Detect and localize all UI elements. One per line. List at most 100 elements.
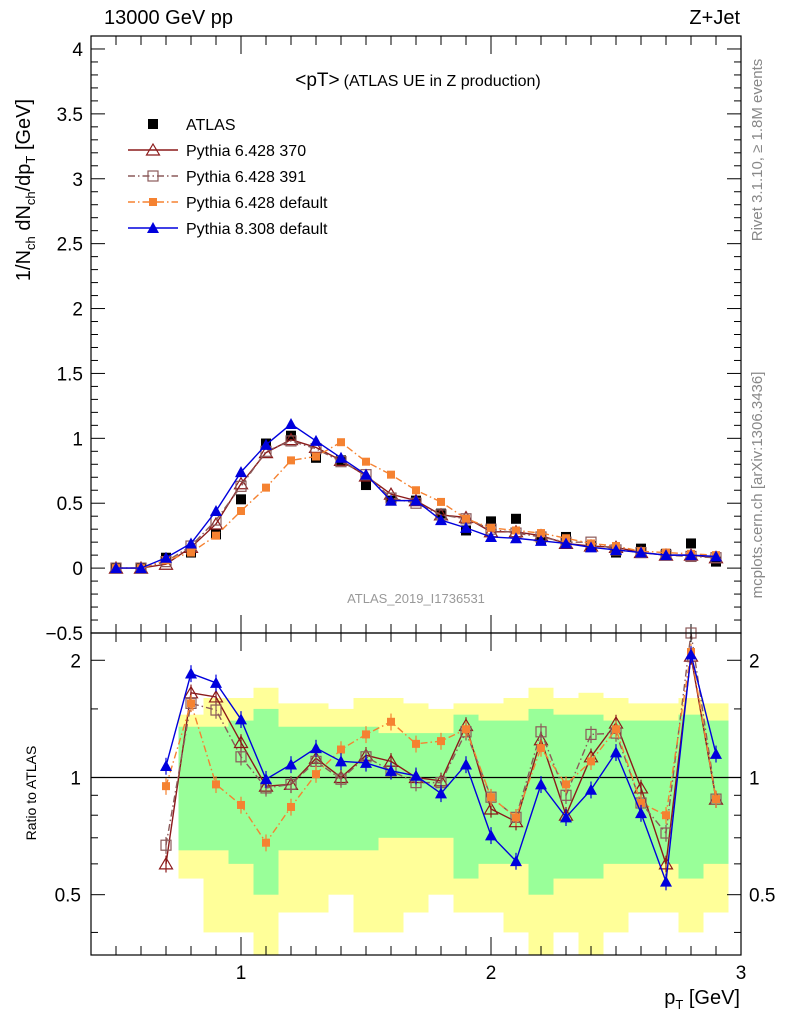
ratio-point: [185, 667, 197, 679]
uncertainty-band-green: [678, 714, 704, 879]
data-point: [486, 516, 496, 527]
ratio-point: [612, 725, 620, 734]
data-point: [710, 550, 722, 562]
data-point: [335, 451, 347, 463]
data-point: [308, 440, 324, 454]
data-point: [685, 549, 697, 561]
data-point: [233, 476, 249, 490]
main-ytick-label: 3.5: [57, 105, 83, 126]
data-point: [412, 486, 420, 495]
legend-label: Pythia 6.428 default: [186, 195, 328, 212]
legend-entry-pythia-6-428-370: Pythia 6.428 370: [128, 142, 306, 160]
ratio-point: [262, 838, 270, 847]
data-point: [185, 537, 197, 549]
data-point: [686, 538, 696, 549]
ratio-point: [210, 676, 222, 688]
ratio-point: [360, 756, 372, 768]
ratio-point: [160, 839, 172, 851]
ratio-point: [535, 778, 547, 790]
main-title-observable: <pT>: [295, 70, 339, 91]
data-point: [236, 494, 246, 505]
main-ytick-label: 1.5: [57, 364, 83, 385]
rivet-label: Rivet 3.1.10, ≥ 1.8M events: [749, 59, 766, 242]
data-point: [337, 438, 345, 447]
data-point: [660, 549, 672, 561]
ratio-point: [437, 737, 445, 746]
data-point: [187, 548, 195, 557]
ratio-point: [385, 764, 397, 776]
ratio-ytick-label: 2: [70, 651, 81, 672]
legend-label: ATLAS: [186, 117, 236, 134]
legend-marker: [148, 119, 158, 129]
data-point: [535, 534, 547, 546]
ratio-point: [212, 780, 220, 789]
ratio-point: [387, 717, 395, 726]
ratio-point: [585, 728, 597, 741]
data-point: [711, 556, 721, 567]
legend-entry-pythia-6-428-391: Pythia 6.428 391: [128, 169, 306, 186]
ratio-point: [412, 739, 420, 748]
ratio-point: [483, 801, 499, 815]
ratio-point: [337, 745, 345, 754]
ratio-point: [460, 758, 472, 770]
uncertainty-band-green: [453, 714, 479, 879]
main-ytick-label: 1: [72, 429, 83, 450]
ratio-xtick-label: 2: [486, 963, 497, 984]
ratio-ytick-label-right: 2: [749, 651, 760, 672]
main-panel: −0.5 0 0.5 1 1.5 2 2.5 3 3.5 4 <pT> (ATLAS UE in Z…: [13, 35, 742, 645]
data-point: [258, 445, 274, 459]
legend-entry-pythia-6-428-default: Pythia 6.428 default: [128, 195, 328, 212]
ratio-point: [658, 856, 674, 870]
ratio-point: [633, 780, 649, 794]
data-point: [361, 480, 371, 491]
ratio-point: [235, 713, 247, 725]
ratio-point: [662, 811, 670, 820]
ratio-point: [310, 742, 322, 754]
ratio-point: [685, 648, 697, 660]
data-point: [487, 523, 495, 532]
ratio-ytick-label: 0.5: [55, 886, 81, 907]
main-ytick-label: 3: [72, 170, 83, 191]
data-point: [385, 494, 397, 506]
data-point: [262, 483, 270, 492]
ratio-point: [210, 704, 222, 716]
ratio-point: [162, 782, 170, 791]
ratio-point: [312, 770, 320, 779]
data-point: [160, 551, 172, 563]
ratio-point: [160, 760, 172, 772]
data-point: [110, 562, 122, 574]
ratio-point: [410, 769, 422, 781]
ratio-ytick-label: 1: [70, 768, 81, 789]
ratio-panel: 0.5 0.5 1 1 2 2 1 2 3 Ratio to ATLAS pT [GeV]: [23, 627, 775, 1012]
main-ytick-label: 0: [72, 559, 83, 580]
ratio-ylabel: Ratio to ATLAS: [23, 746, 39, 841]
uncertainty-band-green: [178, 726, 204, 851]
ratio-point: [635, 807, 647, 819]
ratio-point: [562, 780, 570, 789]
analysis-id-label: ATLAS_2019_I1736531: [347, 591, 485, 606]
ratio-point: [610, 746, 622, 758]
data-point: [312, 452, 320, 461]
data-point: [362, 457, 370, 466]
data-point: [360, 468, 372, 480]
data-point: [437, 497, 445, 506]
legend: ATLAS Pythia 6.428 370 Pythia 6.428 391 Pyt…: [128, 117, 328, 238]
main-ytick-label: 2: [72, 300, 83, 321]
ratio-point: [535, 726, 547, 738]
ratio-point: [510, 855, 522, 867]
ratio-xlabel: pT [GeV]: [664, 987, 740, 1012]
legend-label: Pythia 6.428 391: [186, 169, 306, 186]
ratio-point: [512, 813, 520, 822]
ratio-point: [560, 811, 572, 823]
data-point: [310, 434, 322, 446]
main-ytick-label: 2.5: [57, 235, 83, 256]
ratio-point: [660, 875, 672, 887]
data-point: [511, 513, 521, 524]
ratio-point: [158, 856, 174, 870]
legend-marker: [149, 198, 157, 206]
data-point: [512, 526, 520, 535]
data-point: [460, 521, 472, 533]
data-point: [237, 507, 245, 516]
ratio-point: [362, 730, 370, 739]
main-ytick-label: −0.5: [45, 624, 83, 645]
